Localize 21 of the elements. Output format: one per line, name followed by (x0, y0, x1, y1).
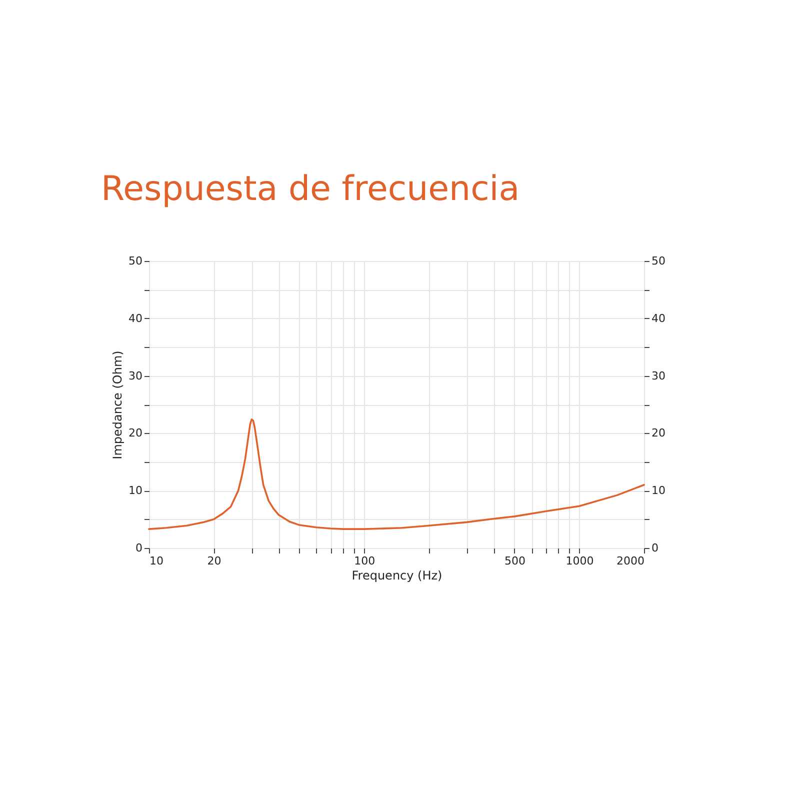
y-tick-label: 20 (128, 426, 142, 440)
x-tick-label: 20 (207, 554, 222, 568)
x-tick-label: 10 (150, 554, 164, 568)
y-tick-label: 30 (128, 369, 142, 382)
y-tick-label: 10 (128, 484, 142, 498)
y2-tick-label: 50 (652, 254, 666, 268)
y2-tick-label: 10 (652, 484, 666, 498)
y2-tick-label: 20 (652, 426, 666, 440)
y2-tick-label: 40 (652, 312, 666, 325)
y2-tick-label: 0 (652, 542, 658, 554)
x-tick-label: 2000 (616, 554, 644, 568)
y-tick-label: 50 (128, 254, 142, 268)
x-tick-label: 1000 (566, 554, 594, 568)
x-tick-label: 100 (354, 554, 376, 568)
y-tick-label: 0 (136, 542, 142, 554)
y-axis-title: Impedance (Ohm) (110, 350, 125, 460)
x-tick-label: 500 (504, 554, 526, 568)
chart-title: Respuesta de frecuencia (101, 169, 520, 209)
x-axis-title: Frequency (Hz) (352, 568, 442, 582)
y2-tick-label: 30 (652, 369, 666, 382)
y-tick-label: 40 (128, 312, 142, 325)
